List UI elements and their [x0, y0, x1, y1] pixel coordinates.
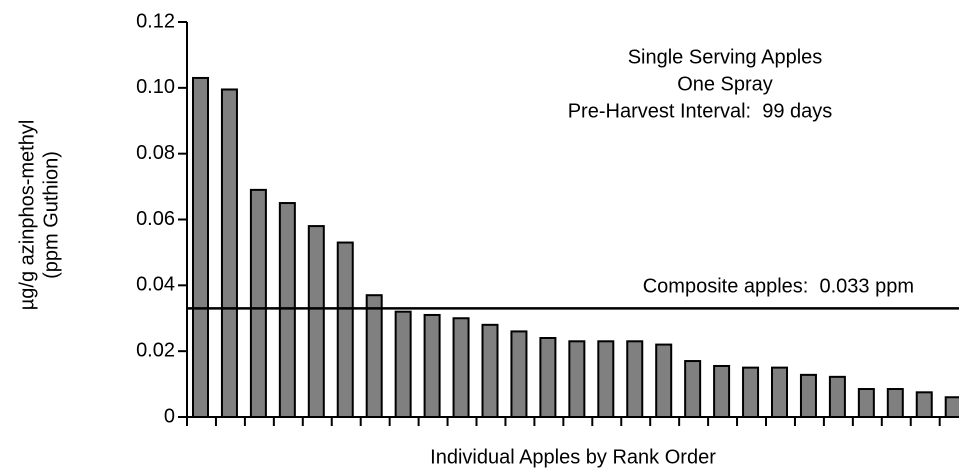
bar	[568, 340, 586, 418]
y-tick-label: 0.10	[136, 76, 175, 98]
y-tick-label: 0.08	[136, 142, 175, 164]
bar	[713, 364, 731, 418]
y-tick-label: 0.02	[136, 339, 175, 361]
bar	[336, 241, 354, 418]
bar	[655, 343, 673, 419]
bar	[278, 202, 296, 418]
y-tick-label: 0.04	[136, 274, 175, 296]
bar	[481, 323, 499, 419]
bar	[684, 360, 702, 418]
bar	[307, 225, 325, 418]
y-tick-label: 0	[164, 405, 175, 427]
y-tick-label: 0.06	[136, 208, 175, 230]
bar	[394, 310, 412, 418]
bar	[423, 313, 441, 419]
bar	[249, 188, 267, 418]
bar	[771, 366, 788, 418]
bar	[510, 330, 528, 418]
bar	[799, 373, 817, 419]
bar	[539, 337, 557, 418]
bar	[365, 294, 383, 419]
bar	[597, 340, 615, 418]
annotation: One Spray	[677, 73, 773, 95]
x-axis-title: Individual Apples by Rank Order	[430, 446, 716, 468]
bar	[742, 366, 760, 418]
y-axis-title: (ppm Guthion)	[40, 151, 62, 279]
bar	[944, 396, 959, 418]
bar	[220, 88, 238, 419]
bar	[192, 76, 209, 418]
annotation: Pre-Harvest Interval: 99 days	[568, 100, 833, 122]
bar	[452, 317, 470, 418]
y-axis-title: µg/g azinphos-methyl	[16, 120, 38, 311]
bar	[626, 340, 644, 418]
bar	[886, 388, 904, 419]
bar	[915, 391, 933, 418]
bar	[828, 375, 846, 419]
bar	[857, 388, 875, 419]
y-tick-label: 0.12	[136, 10, 175, 32]
annotation: Single Serving Apples	[628, 46, 823, 68]
reference-label: Composite apples: 0.033 ppm	[643, 276, 914, 298]
